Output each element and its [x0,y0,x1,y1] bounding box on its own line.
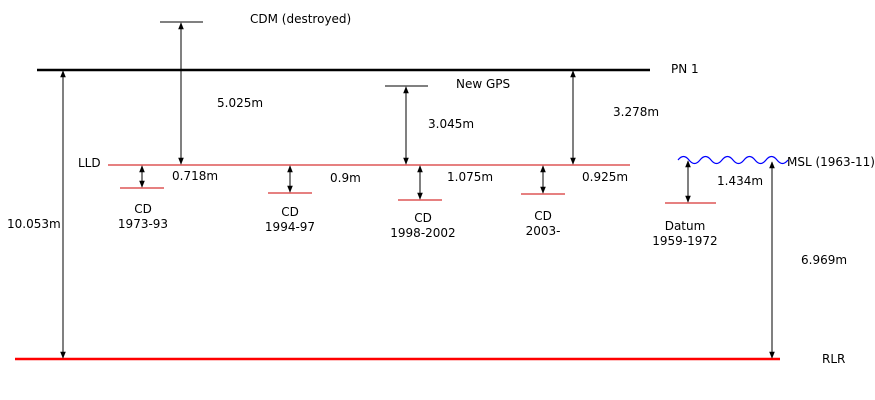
cdm-label: CDM (destroyed) [250,12,351,26]
new-gps-label: New GPS [456,77,510,91]
pn1-lld-measure: 3.278m [613,105,659,119]
msl-datum-measure: 1.434m [717,174,763,188]
lld-cd-1998-measure: 1.075m [447,170,493,184]
cd-1998-label: CD [414,211,432,225]
datum-1959-label: Datum [665,219,706,233]
lld-cd-2003-measure: 0.925m [582,170,628,184]
msl-wave [677,155,789,165]
cd-2003-years: 2003- [526,224,561,238]
cd-1973-label: CD [134,202,152,216]
gps-lld-measure: 3.045m [428,117,474,131]
lld-cd-1994-measure: 0.9m [330,171,361,185]
datum-1959-years: 1959-1972 [652,234,717,248]
cdm-lld-measure: 5.025m [217,96,263,110]
cd-1998-years: 1998-2002 [390,226,455,240]
cd-2003-label: CD [534,209,552,223]
msl-label: MSL (1963-11) [787,155,875,169]
lld-label: LLD [78,156,101,170]
pn1-label: PN 1 [671,62,699,76]
cd-1973-years: 1973-93 [118,217,168,231]
pn1-rlr-measure: 10.053m [7,217,61,231]
msl-rlr-measure: 6.969m [801,253,847,267]
cd-1994-years: 1994-97 [265,220,315,234]
lld-cd-1973-measure: 0.718m [172,169,218,183]
rlr-label: RLR [822,352,845,366]
cd-1994-label: CD [281,205,299,219]
